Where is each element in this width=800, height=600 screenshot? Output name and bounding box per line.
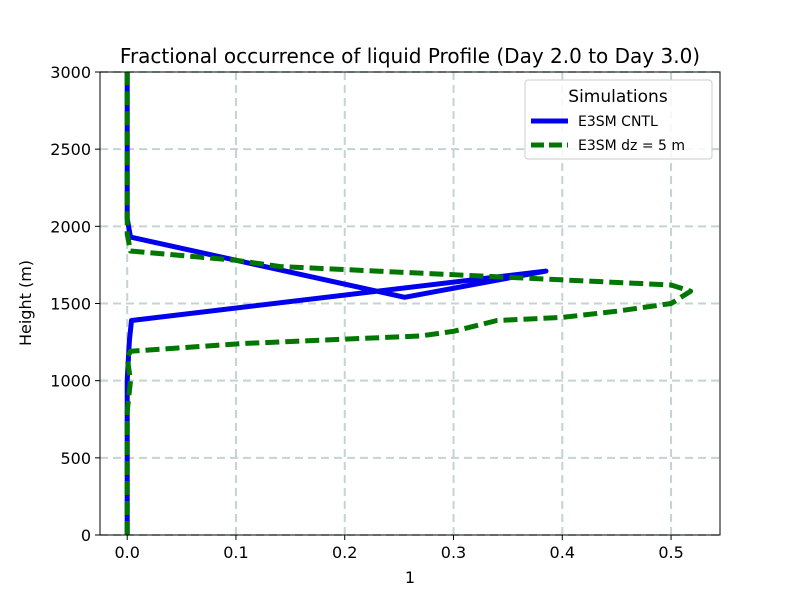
y-tick-label: 500 (60, 449, 91, 468)
y-tick-label: 2000 (50, 217, 91, 236)
legend-box (524, 79, 713, 160)
x-axis-label: 1 (405, 568, 415, 587)
series-group (124, 72, 694, 535)
x-tick-label: 0.4 (550, 543, 575, 562)
x-tick-label: 0.1 (223, 543, 248, 562)
y-tick-label: 0 (81, 526, 91, 545)
y-tick-label: 1000 (50, 372, 91, 391)
y-tick-label: 1500 (50, 295, 91, 314)
legend-title: Simulations (568, 87, 668, 107)
y-tick-label: 2500 (50, 140, 91, 159)
x-tick-label: 0.2 (332, 543, 357, 562)
x-tick-label: 0.0 (114, 543, 139, 562)
series-line-e3sm-dz5 (124, 72, 694, 535)
chart-title: Fractional occurrence of liquid Profile … (120, 44, 700, 68)
legend-label-e3sm-dz5: E3SM dz = 5 m (578, 138, 685, 154)
y-tick-label: 3000 (50, 63, 91, 82)
y-axis-label: Height (m) (16, 260, 35, 346)
legend-label-e3sm-cntl: E3SM CNTL (578, 114, 658, 130)
x-tick-label: 0.5 (658, 543, 683, 562)
legend: Simulations E3SM CNTL E3SM dz = 5 m (524, 79, 713, 160)
x-tick-label: 0.3 (441, 543, 466, 562)
axis-ticks: 0.0 0.1 0.2 0.3 0.4 0.5 0 500 1000 1500 2000 2500 30… (50, 63, 683, 562)
